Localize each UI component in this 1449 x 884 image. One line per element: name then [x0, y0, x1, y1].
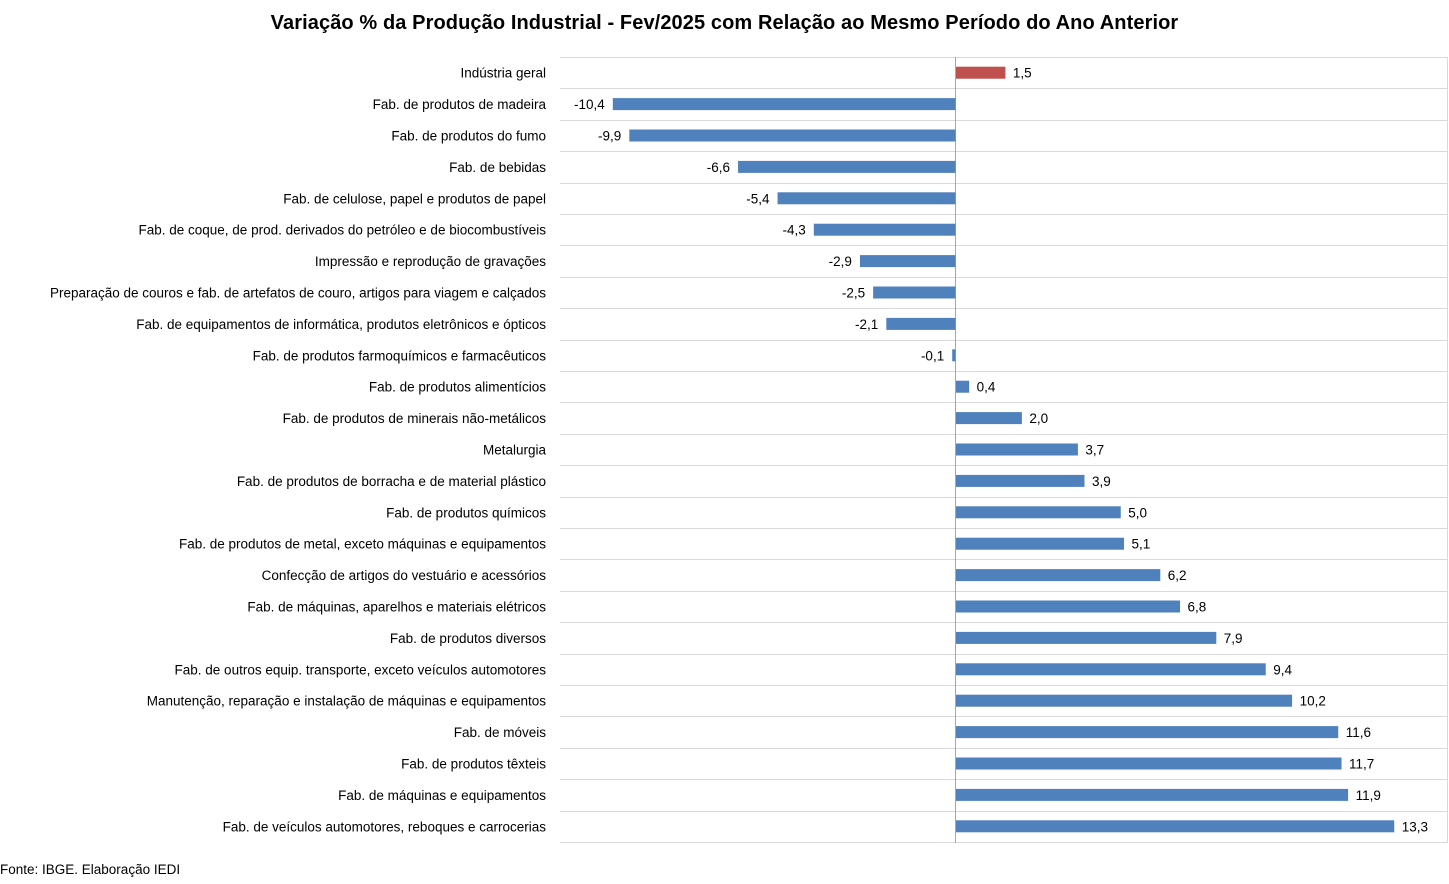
bar	[629, 129, 956, 142]
value-label: 11,7	[1349, 757, 1374, 772]
bar	[956, 569, 1161, 582]
category-labels: Indústria geral Fab. de produtos de madei…	[50, 66, 547, 835]
category-label: Fab. de produtos químicos	[386, 505, 546, 520]
value-label: 1,5	[1013, 66, 1032, 81]
value-label: -10,4	[574, 97, 605, 112]
bar	[956, 380, 970, 393]
bar	[859, 255, 956, 268]
bar	[956, 600, 1181, 613]
value-labels: 1,5 -10,4 -9,9 -6,6 -5,4 -4,3 -2,9 -2,5 -2,1 -0,1…	[574, 66, 1428, 835]
bar	[813, 223, 956, 236]
bar	[956, 726, 1339, 739]
category-label: Fab. de máquinas, aparelhos e materiais …	[247, 600, 546, 615]
category-label: Fab. de produtos diversos	[390, 631, 546, 646]
category-label: Confecção de artigos do vestuário e aces…	[262, 568, 547, 583]
value-label: 6,2	[1168, 568, 1187, 583]
value-label: -9,9	[598, 129, 621, 144]
value-label: 5,1	[1132, 537, 1151, 552]
bar	[612, 98, 956, 111]
value-label: 2,0	[1029, 411, 1048, 426]
value-label: 3,9	[1092, 474, 1111, 489]
category-label: Fab. de bebidas	[449, 160, 546, 175]
category-label: Fab. de coque, de prod. derivados do pet…	[138, 223, 546, 238]
category-label: Manutenção, reparação e instalação de má…	[147, 694, 547, 709]
category-label: Fab. de produtos do fumo	[391, 129, 546, 144]
value-label: -2,9	[829, 254, 852, 269]
category-label: Fab. de veículos automotores, reboques e…	[223, 819, 547, 834]
value-label: 5,0	[1128, 505, 1147, 520]
category-label: Metalurgia	[483, 443, 547, 458]
value-label: -4,3	[783, 223, 806, 238]
bars	[612, 66, 1395, 833]
category-label: Fab. de celulose, papel e produtos de pa…	[283, 191, 546, 206]
value-label: -5,4	[746, 191, 770, 206]
category-label: Indústria geral	[460, 66, 546, 81]
bar	[956, 694, 1293, 707]
category-label: Fab. de outros equip. transporte, exceto…	[175, 662, 547, 677]
value-label: 10,2	[1300, 694, 1326, 709]
source-note: Fonte: IBGE. Elaboração IEDI	[0, 862, 181, 877]
category-label: Fab. de produtos de minerais não-metálic…	[283, 411, 547, 426]
bar	[956, 537, 1125, 550]
value-label: 13,3	[1402, 819, 1428, 834]
category-label: Fab. de produtos de borracha e de materi…	[237, 474, 546, 489]
value-label: 3,7	[1085, 443, 1104, 458]
category-label: Preparação de couros e fab. de artefatos…	[50, 286, 546, 301]
chart-title: Variação % da Produção Industrial - Fev/…	[270, 12, 1179, 34]
bar	[956, 443, 1078, 456]
bar	[956, 757, 1342, 770]
value-label: -6,6	[707, 160, 730, 175]
category-label: Fab. de produtos de metal, exceto máquin…	[179, 537, 546, 552]
bar	[956, 663, 1266, 676]
bar	[956, 66, 1006, 79]
bar	[956, 506, 1121, 519]
bar	[738, 160, 956, 173]
category-label: Fab. de produtos têxteis	[401, 757, 546, 772]
value-label: 6,8	[1188, 600, 1207, 615]
category-label: Fab. de móveis	[454, 725, 547, 740]
category-label: Fab. de produtos farmoquímicos e farmacê…	[253, 348, 547, 363]
bar	[777, 192, 956, 205]
bar	[956, 474, 1085, 487]
value-label: -0,1	[921, 348, 944, 363]
category-label: Fab. de produtos de madeira	[373, 97, 547, 112]
value-label: 11,6	[1346, 725, 1371, 740]
value-label: 0,4	[977, 380, 996, 395]
bar	[956, 820, 1395, 833]
value-label: -2,5	[842, 286, 865, 301]
bar	[952, 349, 956, 362]
category-label: Fab. de equipamentos de informática, pro…	[136, 317, 546, 332]
value-label: 11,9	[1356, 788, 1381, 803]
category-label: Impressão e reprodução de gravações	[315, 254, 546, 269]
bar	[956, 631, 1217, 644]
value-label: 7,9	[1224, 631, 1243, 646]
gridlines	[560, 57, 1448, 843]
bar	[873, 286, 956, 299]
value-label: 9,4	[1273, 662, 1292, 677]
category-label: Fab. de máquinas e equipamentos	[338, 788, 546, 803]
bar	[956, 412, 1022, 425]
bar	[886, 317, 956, 330]
value-label: -2,1	[855, 317, 878, 332]
bar	[956, 788, 1349, 801]
category-label: Fab. de produtos alimentícios	[369, 380, 546, 395]
